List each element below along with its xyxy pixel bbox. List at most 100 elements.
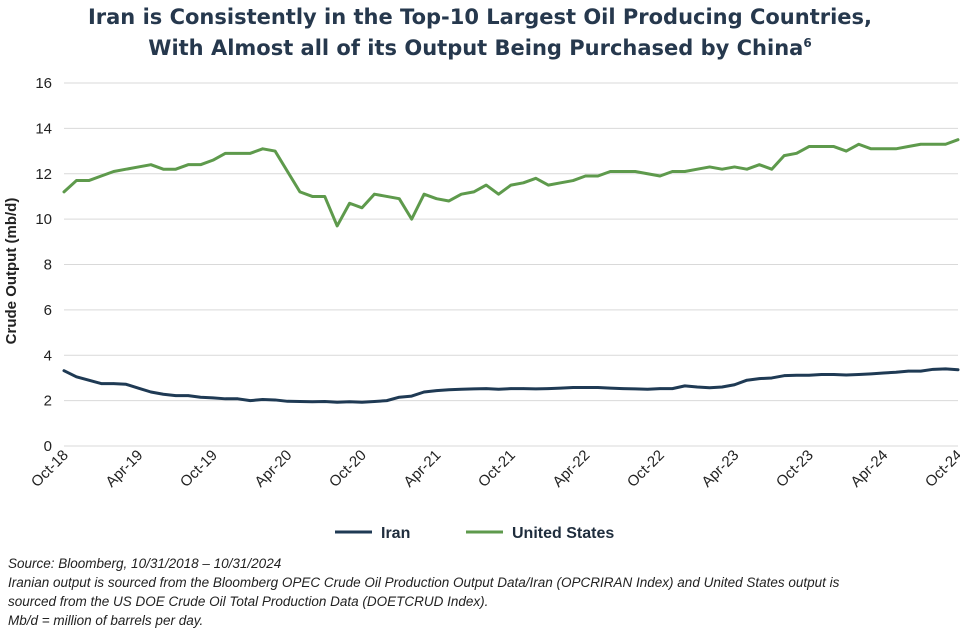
legend: Iran United States [335, 525, 614, 542]
x-tick-label: Apr-20 [251, 447, 295, 491]
data-point-united-states [385, 195, 389, 198]
legend-label-iran: Iran [381, 525, 410, 542]
data-point-united-states [609, 170, 612, 173]
data-point-united-states [484, 183, 488, 187]
data-point-united-states [596, 174, 600, 178]
data-point-united-states [708, 165, 711, 169]
x-tick-label: Oct-21 [475, 447, 519, 491]
data-point-iran [112, 382, 115, 385]
data-point-iran [75, 375, 78, 379]
x-tick-label: Oct-23 [773, 447, 817, 491]
data-point-united-states [944, 143, 947, 146]
data-point-iran [211, 396, 215, 400]
x-axis-ticks: Oct-18 Apr-19 Oct-19 Apr-20 Oct-20 Apr-21 Oct-… [28, 447, 960, 491]
data-point-united-states [497, 192, 500, 196]
data-point-united-states [720, 168, 724, 171]
data-point-iran [894, 371, 898, 374]
data-point-iran [621, 387, 624, 390]
data-point-iran [931, 368, 935, 371]
data-point-iran [782, 374, 786, 377]
data-point-united-states [124, 168, 128, 171]
data-point-united-states [199, 163, 202, 166]
data-point-united-states [335, 224, 339, 228]
data-point-iran [534, 387, 538, 391]
data-point-united-states [571, 179, 575, 182]
data-point-iran [745, 379, 749, 382]
data-point-united-states [87, 179, 91, 182]
data-point-iran [509, 387, 513, 390]
data-point-iran [696, 385, 699, 389]
data-point-iran [547, 387, 550, 390]
data-point-iran [410, 394, 413, 398]
series-iran [62, 367, 960, 404]
data-point-united-states [137, 165, 140, 169]
data-point-iran [708, 386, 711, 389]
data-point-iran [273, 398, 277, 402]
data-point-iran [298, 400, 302, 403]
y-tick-label: 14 [35, 120, 52, 137]
data-point-united-states [683, 170, 687, 173]
data-point-iran [360, 401, 364, 404]
series-united-states [62, 138, 960, 228]
data-point-iran [633, 387, 637, 391]
data-point-iran [149, 390, 153, 394]
chart-title: Iran is Consistently in the Top-10 Large… [0, 4, 960, 61]
data-point-united-states [807, 145, 811, 148]
data-point-iran [522, 387, 525, 390]
y-tick-label: 12 [35, 166, 52, 183]
chart-title-line-2-text: With Almost all of its Output Being Purc… [148, 36, 804, 60]
data-point-united-states [236, 152, 240, 155]
data-point-iran [435, 389, 438, 392]
x-tick-label: Apr-22 [549, 447, 593, 491]
data-point-iran [596, 386, 600, 389]
data-point-united-states [845, 149, 848, 153]
data-point-iran [671, 387, 674, 390]
data-point-iran [385, 399, 389, 402]
data-point-united-states [894, 147, 898, 150]
data-point-united-states [907, 145, 910, 148]
data-point-iran [956, 368, 960, 371]
data-point-united-states [249, 152, 252, 155]
data-point-iran [137, 386, 140, 390]
x-tick-label: Apr-23 [698, 447, 742, 491]
x-tick-label: Apr-24 [847, 447, 891, 491]
gridlines [64, 82, 958, 447]
data-point-united-states [447, 199, 451, 203]
data-point-united-states [261, 147, 264, 150]
data-point-iran [311, 400, 314, 403]
data-point-united-states [75, 179, 78, 182]
data-point-iran [807, 374, 811, 377]
data-point-iran [398, 396, 401, 399]
data-point-united-states [211, 158, 215, 162]
data-point-united-states [472, 190, 475, 194]
data-point-iran [832, 373, 836, 376]
data-point-iran [720, 385, 724, 389]
y-tick-label: 16 [35, 75, 52, 92]
data-point-united-states [671, 170, 674, 173]
data-point-united-states [857, 143, 860, 146]
data-point-iran [559, 386, 562, 390]
data-point-iran [683, 384, 687, 388]
data-point-united-states [286, 170, 289, 173]
data-point-iran [373, 400, 376, 403]
x-tick-label: Apr-21 [400, 447, 444, 491]
data-point-iran [472, 387, 475, 391]
data-point-iran [758, 377, 761, 380]
data-point-united-states [62, 190, 66, 194]
data-point-iran [571, 386, 575, 389]
data-point-united-states [373, 192, 376, 196]
y-axis-ticks: 0 2 4 6 8 10 12 14 16 [35, 75, 52, 455]
data-point-united-states [298, 190, 302, 194]
series-line-iran [62, 367, 960, 404]
data-point-united-states [733, 165, 736, 169]
data-point-united-states [273, 149, 277, 153]
data-point-united-states [882, 147, 885, 150]
data-point-united-states [360, 206, 364, 209]
data-point-iran [174, 394, 177, 397]
data-point-united-states [534, 177, 538, 180]
x-tick-label: Oct-24 [922, 447, 960, 491]
source-detail-line-2: sourced from the US DOE Crude Oil Total … [8, 594, 489, 609]
x-tick-label: Oct-20 [326, 447, 370, 491]
data-point-iran [609, 386, 612, 390]
data-point-united-states [149, 163, 153, 166]
